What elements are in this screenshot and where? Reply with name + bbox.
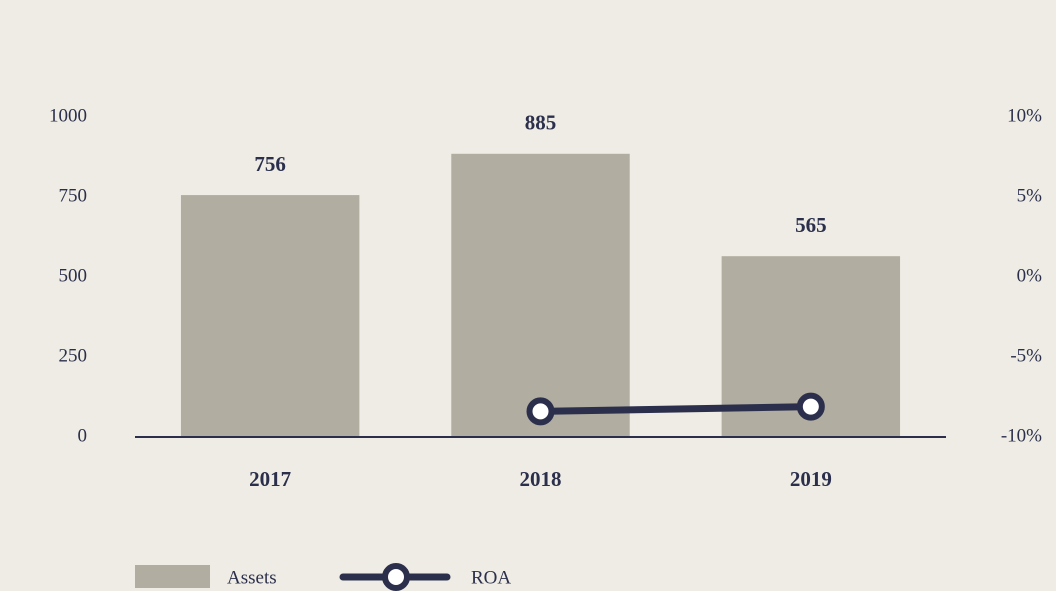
- x-tick-label: 2019: [790, 467, 832, 491]
- x-tick-label: 2018: [520, 467, 562, 491]
- bar: [451, 153, 630, 438]
- y2-tick-label: 10%: [1007, 105, 1042, 126]
- data-label: 565: [795, 213, 827, 237]
- legend-marker: [382, 563, 410, 591]
- line-marker: [526, 397, 555, 426]
- y2-tick-label: 0%: [1017, 265, 1043, 286]
- y-tick-label: 1000: [49, 105, 87, 126]
- y-tick-label: 500: [59, 265, 88, 286]
- x-tick-label: 2017: [249, 467, 291, 491]
- y-tick-label: 750: [59, 185, 88, 206]
- y-tick-label: 250: [59, 345, 88, 366]
- y2-tick-label: 5%: [1017, 185, 1043, 206]
- legend-label: Assets: [227, 567, 277, 588]
- bar: [180, 195, 360, 437]
- data-label: 756: [254, 152, 286, 176]
- legend-swatch: [135, 565, 210, 588]
- line: [540, 403, 811, 415]
- line-marker: [796, 392, 825, 421]
- y2-tick-label: -5%: [1010, 345, 1042, 366]
- legend-label: ROA: [471, 567, 511, 588]
- data-label: 885: [525, 111, 557, 135]
- y-tick-label: 0: [78, 425, 88, 446]
- y2-tick-label: -10%: [1001, 425, 1042, 446]
